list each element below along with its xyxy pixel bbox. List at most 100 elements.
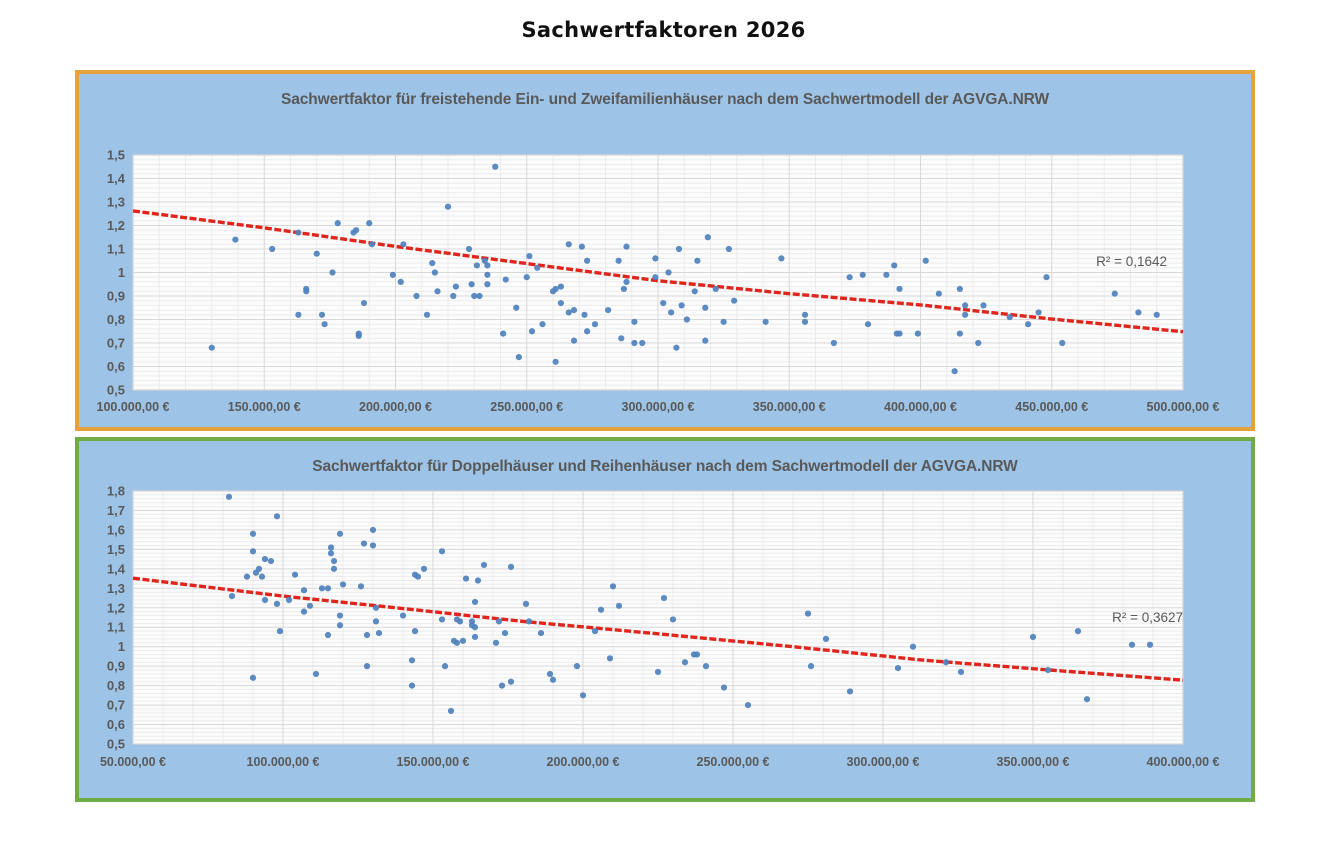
data-point: [515, 354, 522, 361]
data-point: [249, 530, 257, 537]
data-point: [681, 659, 689, 666]
data-point: [720, 318, 727, 325]
svg-text:1,1: 1,1: [107, 242, 125, 257]
data-point: [578, 243, 585, 250]
data-point: [368, 241, 375, 248]
data-point: [537, 629, 545, 637]
svg-text:1: 1: [118, 639, 125, 654]
data-point: [372, 604, 380, 611]
data-point: [909, 643, 917, 650]
data-point: [357, 583, 365, 590]
data-point: [507, 678, 515, 685]
trend-line: [132, 576, 1184, 682]
svg-text:1,8: 1,8: [107, 484, 125, 499]
data-point: [552, 358, 559, 365]
data-point: [459, 637, 467, 644]
data-point: [801, 318, 809, 325]
data-point: [495, 618, 503, 625]
data-point: [300, 608, 308, 615]
svg-text:100.000,00 €: 100.000,00 €: [247, 755, 320, 769]
data-point: [249, 548, 257, 555]
data-point: [523, 274, 530, 281]
data-point: [962, 311, 969, 318]
data-point: [694, 257, 701, 264]
data-point: [471, 633, 479, 641]
data-point: [883, 271, 890, 278]
svg-text:0,6: 0,6: [107, 359, 125, 374]
svg-text:250.000,00 €: 250.000,00 €: [697, 755, 770, 769]
data-point: [313, 250, 320, 257]
data-point: [295, 229, 302, 236]
data-point: [329, 269, 336, 276]
data-point: [975, 339, 982, 347]
data-point: [397, 278, 404, 285]
data-point: [484, 281, 491, 288]
data-point: [249, 674, 257, 681]
svg-text:400.000,00 €: 400.000,00 €: [1147, 755, 1220, 769]
data-point: [366, 220, 373, 227]
data-point: [372, 618, 380, 625]
r-squared-label: R² = 0,1642: [1096, 254, 1167, 269]
data-point: [526, 252, 533, 260]
svg-text:1,1: 1,1: [107, 620, 125, 635]
data-point: [429, 260, 436, 267]
data-point: [859, 271, 866, 278]
data-point: [660, 299, 667, 307]
data-point: [492, 639, 500, 646]
data-point: [492, 163, 499, 170]
data-points: [208, 163, 1160, 375]
chart-title-duplex-rowhouses: Sachwertfaktor für Doppelhäuser und Reih…: [312, 458, 1018, 475]
data-point: [914, 330, 921, 337]
data-point: [450, 292, 457, 300]
data-point: [321, 321, 328, 328]
data-point: [420, 565, 428, 572]
plot-area: [132, 490, 1184, 745]
data-point: [276, 628, 284, 635]
data-point: [363, 631, 371, 639]
data-point: [668, 309, 675, 316]
data-point: [462, 575, 470, 582]
data-point: [573, 663, 581, 670]
data-point: [273, 513, 281, 520]
data-point: [1029, 633, 1037, 641]
data-point: [411, 628, 419, 635]
data-point: [762, 318, 769, 325]
svg-text:50.000,00 €: 50.000,00 €: [100, 755, 166, 769]
data-point: [951, 368, 958, 375]
data-point: [1146, 641, 1154, 648]
data-point: [807, 663, 815, 670]
data-point: [228, 592, 236, 600]
data-point: [267, 557, 275, 565]
data-point: [232, 236, 239, 243]
data-point: [691, 288, 698, 295]
data-point: [269, 245, 276, 253]
trend-line: [132, 209, 1184, 334]
data-point: [258, 573, 266, 580]
svg-text:1,2: 1,2: [107, 600, 125, 615]
data-point: [962, 302, 969, 309]
data-point: [303, 288, 310, 295]
data-point: [744, 701, 752, 709]
data-point: [804, 610, 812, 617]
data-point: [1006, 314, 1013, 321]
data-point: [438, 616, 446, 623]
svg-text:0,8: 0,8: [107, 312, 125, 327]
data-point: [336, 612, 344, 619]
data-point: [339, 581, 347, 588]
data-point: [581, 311, 588, 318]
data-point: [353, 227, 360, 234]
data-point: [423, 311, 431, 318]
data-point: [615, 257, 622, 264]
data-point: [363, 663, 371, 670]
data-point: [605, 307, 612, 314]
data-point: [623, 243, 630, 250]
data-point: [208, 344, 215, 351]
data-point: [557, 299, 564, 307]
data-point: [369, 542, 377, 549]
data-point: [956, 330, 963, 337]
svg-text:350.000,00 €: 350.000,00 €: [753, 400, 826, 414]
svg-text:150.000,00 €: 150.000,00 €: [228, 400, 301, 414]
data-point: [255, 565, 263, 572]
data-point: [318, 585, 326, 592]
